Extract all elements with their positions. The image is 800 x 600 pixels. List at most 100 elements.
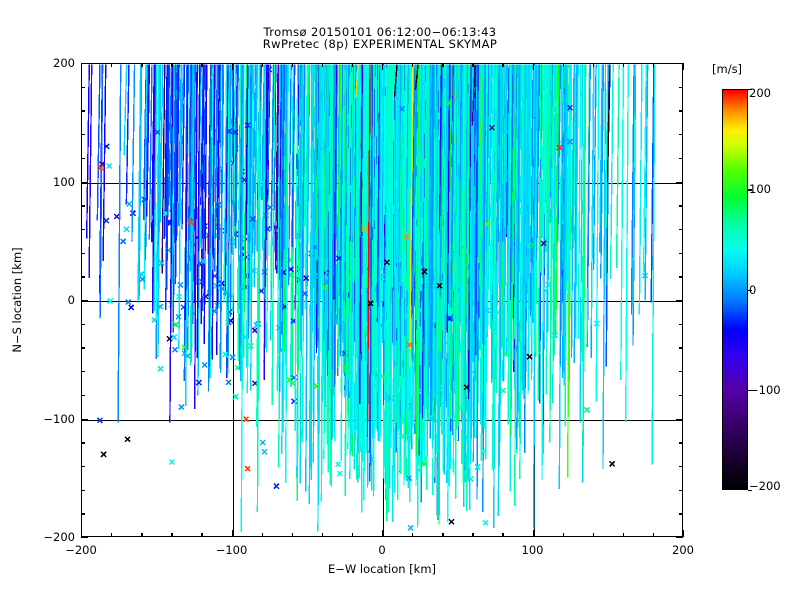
data-point-plus	[424, 64, 429, 278]
x-minor-tick	[412, 63, 414, 67]
data-point-plus	[341, 64, 346, 221]
data-point-plus	[421, 64, 426, 419]
data-point-plus	[566, 64, 571, 280]
data-point-plus	[419, 64, 424, 298]
data-point-plus	[333, 64, 338, 425]
data-point-plus	[240, 64, 245, 283]
data-point-plus	[560, 64, 565, 243]
y-minor-tick	[81, 323, 85, 326]
data-point-plus	[320, 64, 325, 502]
data-point-plus	[498, 64, 503, 326]
data-point-plus	[448, 64, 453, 376]
data-point-plus	[123, 64, 128, 156]
x-major-tick	[532, 63, 534, 70]
data-point-plus	[161, 64, 166, 274]
data-point-plus	[510, 64, 515, 364]
data-point-plus	[398, 64, 403, 387]
data-point-plus	[475, 64, 480, 289]
data-point-cross	[128, 304, 135, 311]
data-point-plus	[367, 64, 372, 288]
data-point-plus	[545, 64, 550, 214]
data-point-plus	[392, 64, 397, 522]
data-point-cross	[371, 258, 378, 265]
data-point-plus	[495, 64, 500, 336]
data-point-plus	[344, 64, 349, 488]
data-point-plus	[408, 64, 413, 429]
data-point-plus	[517, 64, 522, 428]
data-point-cross	[489, 291, 496, 298]
data-point-cross	[242, 333, 249, 340]
colorbar: 200 100 0 −100 −200	[722, 86, 781, 493]
data-point-cross	[275, 324, 283, 331]
data-point-cross	[162, 210, 169, 217]
data-point-plus	[344, 64, 349, 290]
data-point-plus	[408, 64, 413, 229]
data-point-plus	[429, 64, 434, 439]
data-point-plus	[337, 64, 342, 227]
data-point-plus	[429, 64, 434, 328]
data-point-plus	[408, 64, 413, 391]
data-point-plus	[316, 64, 321, 261]
data-point-plus	[397, 64, 402, 428]
data-point-plus	[537, 64, 542, 401]
data-point-plus	[227, 64, 232, 374]
data-point-plus	[363, 64, 368, 360]
data-point-cross	[99, 161, 106, 168]
data-point-plus	[339, 64, 344, 252]
data-point-cross	[566, 104, 574, 111]
data-point-plus	[416, 64, 421, 369]
data-point-plus	[428, 64, 433, 233]
data-point-plus	[460, 64, 465, 297]
data-point-plus	[433, 64, 438, 397]
data-point-plus	[155, 64, 160, 317]
data-point-plus	[317, 64, 322, 532]
data-point-plus	[475, 64, 480, 439]
data-point-plus	[592, 64, 597, 270]
data-point-plus	[477, 64, 482, 371]
data-point-cross	[406, 475, 413, 482]
data-point-plus	[458, 64, 463, 328]
data-point-plus	[410, 64, 415, 223]
data-point-plus	[456, 64, 461, 389]
data-point-plus	[386, 64, 391, 307]
data-point-plus	[279, 64, 284, 279]
data-point-plus	[196, 64, 201, 358]
gridline-vertical	[533, 64, 535, 536]
data-point-plus	[436, 64, 441, 516]
data-point-plus	[319, 64, 324, 324]
x-minor-tick	[562, 533, 564, 537]
data-point-plus	[418, 64, 423, 239]
data-point-plus	[566, 64, 571, 478]
data-point-plus	[339, 64, 344, 353]
data-point-plus	[443, 64, 448, 430]
data-point-plus	[470, 64, 475, 263]
data-point-plus	[324, 64, 329, 407]
data-point-plus	[419, 64, 424, 382]
data-point-plus	[416, 64, 421, 358]
data-point-plus	[495, 64, 500, 376]
data-point-plus	[401, 64, 406, 254]
data-point-plus	[533, 64, 538, 353]
data-point-plus	[407, 64, 412, 424]
data-point-plus	[437, 64, 442, 250]
data-point-plus	[403, 64, 408, 266]
data-point-plus	[516, 64, 521, 449]
data-point-plus	[174, 64, 179, 206]
data-point-plus	[424, 64, 429, 359]
data-point-plus	[374, 64, 379, 351]
data-point-plus	[351, 64, 356, 367]
data-point-plus	[564, 64, 569, 427]
data-point-plus	[342, 64, 347, 246]
data-point-plus	[455, 64, 460, 216]
data-point-plus	[317, 64, 322, 417]
data-point-plus	[451, 64, 456, 368]
data-point-plus	[449, 64, 454, 469]
data-point-plus	[451, 64, 456, 319]
data-point-plus	[390, 64, 395, 359]
data-point-plus	[453, 64, 458, 325]
data-point-plus	[189, 64, 194, 272]
data-point-plus	[403, 64, 408, 379]
data-point-cross	[243, 236, 250, 243]
data-point-plus	[317, 64, 322, 316]
data-point-plus	[281, 64, 286, 257]
